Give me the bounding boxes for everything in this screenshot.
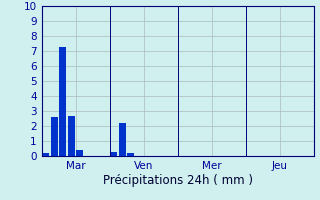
Bar — [127, 153, 134, 156]
X-axis label: Précipitations 24h ( mm ): Précipitations 24h ( mm ) — [103, 174, 252, 187]
Bar — [59, 46, 67, 156]
Bar — [76, 150, 84, 156]
Bar — [119, 123, 126, 156]
Bar — [42, 153, 50, 156]
Bar — [68, 116, 75, 156]
Bar — [51, 117, 58, 156]
Bar — [110, 152, 117, 156]
